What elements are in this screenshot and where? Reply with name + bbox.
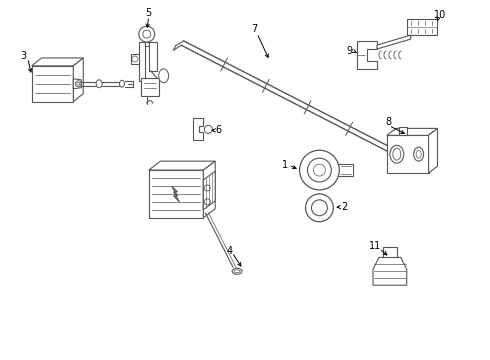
Polygon shape <box>74 79 81 89</box>
Text: 9: 9 <box>346 46 352 56</box>
Text: 3: 3 <box>21 51 27 61</box>
Text: 6: 6 <box>215 125 221 135</box>
Polygon shape <box>377 35 411 49</box>
Circle shape <box>139 26 155 42</box>
Polygon shape <box>32 58 83 66</box>
Polygon shape <box>357 41 377 69</box>
Text: 11: 11 <box>369 242 381 252</box>
Ellipse shape <box>232 268 242 274</box>
Polygon shape <box>131 54 139 64</box>
Polygon shape <box>387 135 429 173</box>
Polygon shape <box>149 170 203 218</box>
Polygon shape <box>407 19 437 35</box>
Ellipse shape <box>414 147 424 161</box>
Text: 1: 1 <box>282 160 288 170</box>
Polygon shape <box>145 42 149 46</box>
Polygon shape <box>399 127 407 135</box>
Circle shape <box>306 194 333 222</box>
Text: 10: 10 <box>434 10 446 20</box>
Ellipse shape <box>96 80 102 88</box>
Polygon shape <box>203 171 215 210</box>
Polygon shape <box>387 129 438 135</box>
Text: 7: 7 <box>251 24 257 34</box>
Polygon shape <box>373 257 407 285</box>
Circle shape <box>204 125 212 133</box>
Polygon shape <box>337 164 353 176</box>
Text: 5: 5 <box>146 8 152 18</box>
Polygon shape <box>383 247 397 257</box>
Polygon shape <box>32 66 74 102</box>
Ellipse shape <box>120 80 124 87</box>
Text: 4: 4 <box>227 247 233 256</box>
Polygon shape <box>203 161 215 218</box>
Ellipse shape <box>390 145 404 163</box>
Polygon shape <box>194 118 203 140</box>
Polygon shape <box>74 58 83 102</box>
Polygon shape <box>141 78 159 96</box>
Ellipse shape <box>159 69 169 83</box>
Polygon shape <box>429 129 438 173</box>
Circle shape <box>299 150 339 190</box>
Text: 8: 8 <box>386 117 392 127</box>
Text: 2: 2 <box>341 202 347 212</box>
Polygon shape <box>139 42 145 81</box>
Polygon shape <box>149 161 215 170</box>
Polygon shape <box>149 42 157 71</box>
